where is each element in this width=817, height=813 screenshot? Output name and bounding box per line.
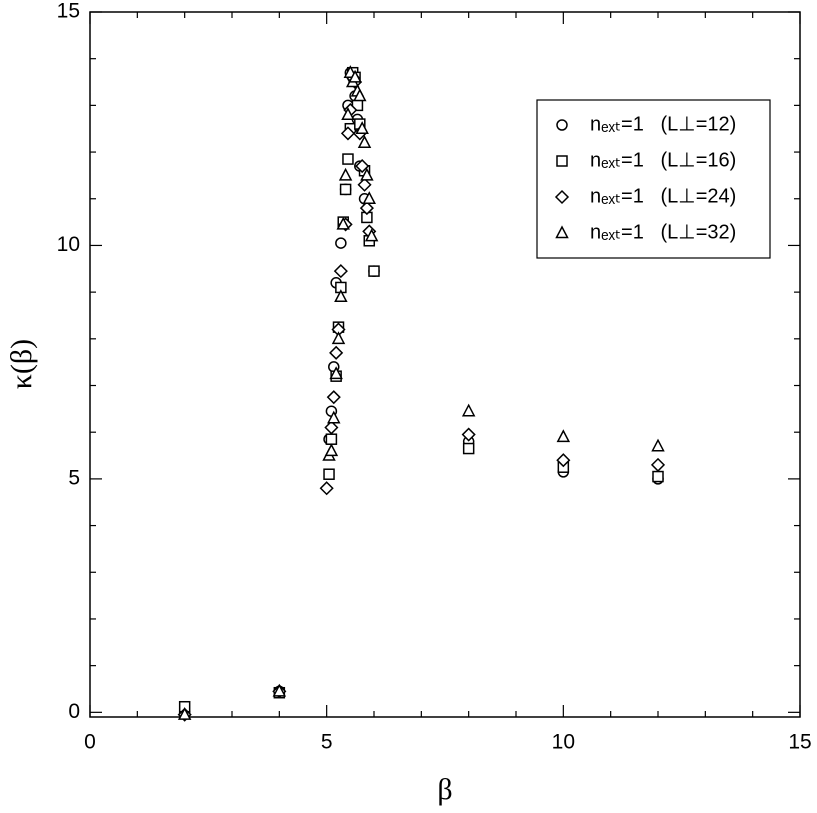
y-tick-label: 0 bbox=[68, 700, 80, 723]
marker-triangle bbox=[272, 683, 287, 697]
marker-triangle bbox=[364, 228, 379, 242]
marker-diamond bbox=[554, 189, 570, 205]
marker-triangle bbox=[362, 191, 377, 205]
marker-diamond bbox=[556, 453, 571, 468]
y-tick-label: 15 bbox=[57, 0, 80, 23]
x-tick-label: 0 bbox=[84, 731, 96, 754]
marker-triangle bbox=[338, 167, 353, 181]
marker-triangle bbox=[341, 107, 355, 120]
marker-diamond bbox=[333, 264, 348, 279]
marker-triangle bbox=[331, 331, 346, 345]
marker-diamond bbox=[357, 177, 372, 192]
marker-triangle bbox=[461, 403, 476, 417]
marker-square bbox=[368, 265, 380, 277]
x-tick-label: 10 bbox=[552, 731, 575, 754]
legend-text: nₑₓₜ=1 (L⊥=32) bbox=[590, 221, 736, 243]
marker-square bbox=[556, 155, 568, 167]
marker-diamond bbox=[326, 390, 341, 405]
marker-triangle bbox=[556, 429, 571, 443]
y-tick-label: 10 bbox=[57, 233, 80, 256]
marker-triangle bbox=[651, 438, 665, 452]
marker-triangle bbox=[327, 410, 341, 424]
marker-triangle bbox=[353, 88, 367, 102]
marker-triangle bbox=[360, 167, 374, 181]
legend-text: nₑₓₜ=1 (L⊥=16) bbox=[590, 149, 736, 171]
marker-diamond bbox=[359, 201, 374, 216]
marker-square bbox=[462, 442, 475, 455]
x-axis-label: β bbox=[437, 773, 452, 806]
marker-square bbox=[325, 433, 338, 445]
marker-square bbox=[339, 183, 352, 196]
plot-frame bbox=[89, 11, 801, 718]
x-tick-label: 15 bbox=[788, 731, 811, 754]
legend-text: nₑₓₜ=1 (L⊥=24) bbox=[590, 185, 736, 207]
marker-diamond bbox=[340, 126, 356, 141]
marker-diamond bbox=[324, 420, 339, 435]
legend-text: nₑₓₜ=1 (L⊥=12) bbox=[590, 113, 736, 135]
marker-diamond bbox=[329, 345, 344, 360]
marker-triangle bbox=[329, 366, 343, 380]
marker-triangle bbox=[348, 69, 362, 83]
marker-triangle bbox=[336, 216, 350, 230]
marker-triangle bbox=[355, 121, 369, 134]
legend-box bbox=[536, 99, 771, 259]
marker-square bbox=[342, 153, 354, 165]
marker-triangle bbox=[357, 135, 372, 148]
marker-triangle bbox=[555, 225, 569, 239]
marker-circle bbox=[335, 237, 347, 249]
y-axis-label: κ(β) bbox=[5, 339, 38, 389]
marker-square bbox=[323, 468, 335, 480]
marker-diamond bbox=[650, 457, 666, 472]
marker-square bbox=[652, 470, 664, 483]
marker-triangle bbox=[324, 443, 339, 457]
marker-circle bbox=[556, 119, 568, 131]
marker-diamond bbox=[319, 481, 334, 496]
marker-triangle bbox=[177, 707, 192, 720]
marker-diamond bbox=[461, 427, 476, 442]
y-tick-label: 5 bbox=[68, 466, 80, 489]
marker-diamond bbox=[355, 159, 370, 174]
marker-triangle bbox=[334, 289, 348, 303]
x-tick-label: 5 bbox=[321, 731, 333, 754]
